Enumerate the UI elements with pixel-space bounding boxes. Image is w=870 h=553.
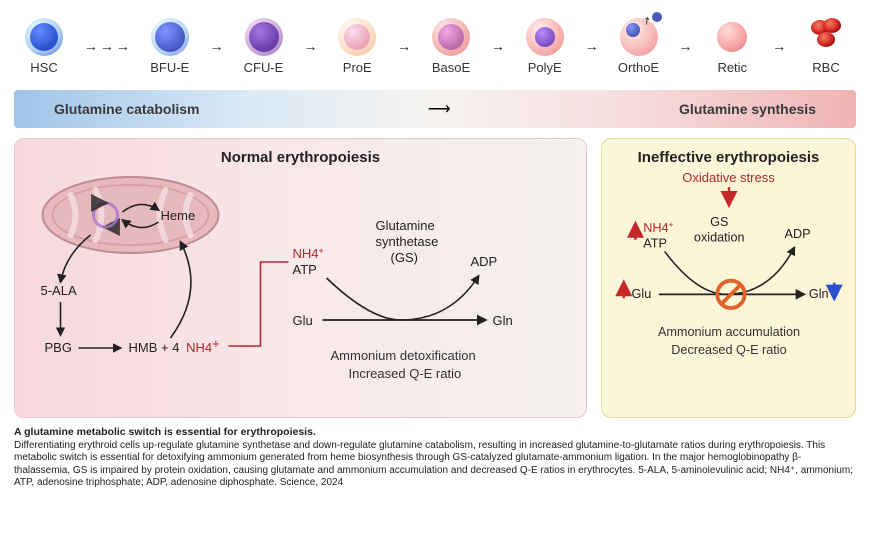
lineage-label: Retic (717, 60, 747, 75)
lineage-arrow-icon: → (772, 38, 786, 54)
lineage-stage-proe: ProE (327, 18, 387, 75)
panel-ineff-diagram: NH4+ ATP GS oxidation ADP Glu Gln (614, 185, 843, 390)
lineage-arrow-icon: → (397, 38, 411, 54)
lineage-stage-cfu-e: CFU-E (234, 18, 294, 75)
lineage-row: HSC →→→ BFU-E → CFU-E → ProE → BasoE → PolyE → ↗ Orth… (14, 10, 856, 82)
switch-arrow-icon: ⟶ (428, 99, 451, 119)
lineage-stage-rbc: RBC (796, 18, 856, 75)
lineage-label: OrthoE (618, 60, 659, 75)
mitochondrion-icon: Heme (43, 177, 219, 253)
panel-ineff-title: Ineffective erythropoiesis (614, 149, 843, 166)
ineff-cap-2: Decreased Q-E ratio (671, 343, 786, 357)
lineage-stage-hsc: HSC (14, 18, 74, 75)
cell-icon: ↗ (620, 18, 658, 56)
hmb-label: HMB + 4 NH4+ (129, 336, 220, 355)
cell-icon (432, 18, 470, 56)
switch-right-label: Glutamine synthesis (679, 101, 816, 117)
normal-caption-1: Ammonium detoxification (331, 348, 476, 363)
lineage-label: BasoE (432, 60, 470, 75)
ineff-nh4-label: NH4+ (643, 220, 673, 235)
pbg-label: PBG (45, 340, 72, 355)
metabolic-switch-bar: Glutamine catabolism ⟶ Glutamine synthes… (14, 90, 856, 128)
cell-icon (807, 18, 845, 56)
adp-label: ADP (471, 254, 498, 269)
gs-label-3: (GS) (391, 250, 418, 265)
ineff-gln-label: Gln (809, 287, 829, 301)
ineff-atp-label: ATP (643, 237, 667, 251)
lineage-stage-polye: PolyE (515, 18, 575, 75)
ineff-adp-label: ADP (785, 227, 811, 241)
cell-icon (151, 18, 189, 56)
panel-normal: Normal erythropoiesis (14, 138, 587, 418)
lineage-stage-basoe: BasoE (421, 18, 481, 75)
cell-icon (713, 18, 751, 56)
lineage-arrow-icon: → (303, 38, 317, 54)
lineage-label: HSC (30, 60, 57, 75)
panel-normal-diagram: Heme 5-ALA PBG HMB + 4 NH4+ (27, 170, 574, 400)
lineage-stage-bfu-e: BFU-E (140, 18, 200, 75)
gln-label: Gln (493, 313, 513, 328)
panels-row: Normal erythropoiesis (14, 138, 856, 418)
panel-normal-title: Normal erythropoiesis (27, 149, 574, 166)
caption-body: Differentiating erythroid cells up-regul… (14, 440, 853, 489)
lineage-arrow-icon: → (210, 38, 224, 54)
cell-icon (25, 18, 63, 56)
ineff-glu-label: Glu (632, 287, 652, 301)
lineage-arrow-icon: → (585, 38, 599, 54)
lineage-stage-orthoe: ↗ OrthoE (609, 18, 669, 75)
glu-label: Glu (293, 313, 313, 328)
ala-label: 5-ALA (41, 283, 77, 298)
atp-input-label: ATP (293, 262, 317, 277)
lineage-arrow-icon: →→→ (84, 38, 130, 54)
lineage-label: BFU-E (150, 60, 189, 75)
switch-left-label: Glutamine catabolism (54, 101, 199, 117)
gs-ox-1: GS (710, 215, 728, 229)
nh4-input-label: NH4+ (293, 246, 324, 261)
heme-label: Heme (161, 208, 196, 223)
lineage-arrow-icon: → (491, 38, 505, 54)
ineff-cap-1: Ammonium accumulation (658, 325, 800, 339)
cell-icon (338, 18, 376, 56)
lineage-label: PolyE (528, 60, 562, 75)
cell-icon (245, 18, 283, 56)
figure-caption: A glutamine metabolic switch is essentia… (14, 426, 856, 490)
lineage-label: ProE (343, 60, 372, 75)
lineage-label: CFU-E (244, 60, 284, 75)
gs-ox-2: oxidation (694, 231, 745, 245)
gs-label-2: synthetase (376, 234, 439, 249)
panel-ineffective: Ineffective erythropoiesis Oxidative str… (601, 138, 856, 418)
lineage-arrow-icon: → (678, 38, 692, 54)
oxidative-stress-label: Oxidative stress (614, 170, 843, 185)
normal-caption-2: Increased Q-E ratio (349, 366, 462, 381)
lineage-stage-retic: Retic (702, 18, 762, 75)
gs-label-1: Glutamine (376, 218, 435, 233)
cell-icon (526, 18, 564, 56)
caption-bold: A glutamine metabolic switch is essentia… (14, 426, 316, 438)
lineage-label: RBC (812, 60, 839, 75)
